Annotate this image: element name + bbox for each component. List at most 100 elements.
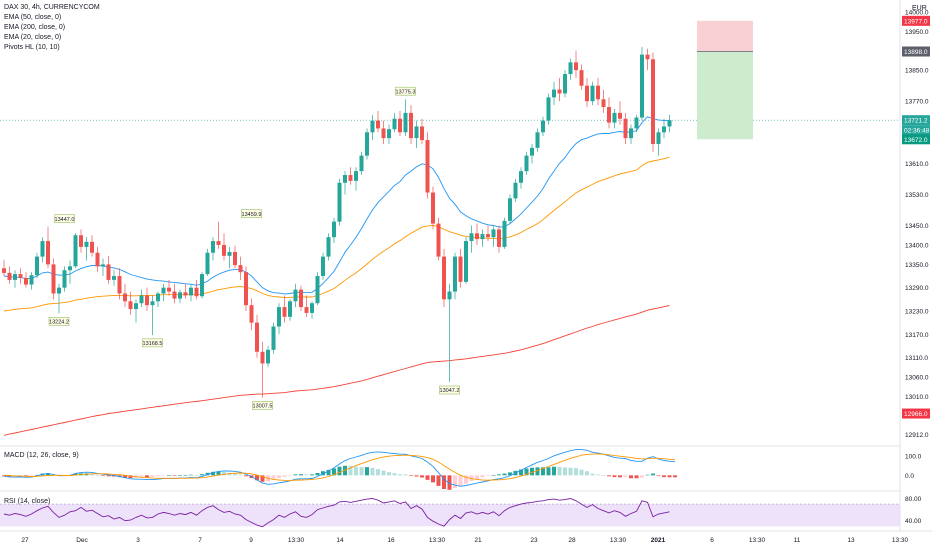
candle-body: [612, 112, 617, 123]
time-axis-label: 2021: [651, 537, 666, 544]
macd-histogram-bar: [337, 466, 342, 476]
legend-ema20[interactable]: EMA (20, close, 0): [4, 34, 62, 41]
macd-histogram-bar: [73, 473, 78, 476]
candle-body: [310, 303, 314, 313]
macd-histogram-bar: [629, 475, 633, 479]
macd-histogram-bar: [535, 467, 540, 476]
chart-legend[interactable]: DAX 30, 4h, CURRENCYCOM EMA (50, close, …: [4, 3, 100, 53]
candle-body: [68, 266, 72, 271]
candle-body: [618, 112, 622, 119]
time-axis-label: 13:30: [429, 537, 446, 544]
price-badge-timer[interactable]: [902, 125, 930, 136]
legend-ema50[interactable]: EMA (50, close, 0): [4, 14, 62, 21]
candle-body: [315, 276, 320, 304]
macd-histogram-bar: [420, 475, 424, 478]
time-axis-label: 21: [474, 537, 482, 544]
macd-histogram-bar: [299, 474, 303, 476]
pivot-label: 13224.2: [49, 319, 69, 325]
ema20-line: [3, 116, 670, 295]
time-axis-label: 13: [847, 537, 855, 544]
candle-body: [40, 241, 45, 257]
macd-histogram-bar: [530, 467, 534, 476]
candle-body: [425, 140, 430, 193]
macd-histogram-bar: [662, 475, 666, 478]
macd-histogram-bar: [35, 474, 39, 476]
take-profit-zone[interactable]: [697, 51, 753, 140]
candle-body: [398, 118, 402, 133]
candle-body: [222, 244, 226, 256]
macd-histogram-bar: [546, 467, 551, 476]
time-axis-label: 9: [249, 537, 253, 544]
candle-body: [337, 182, 342, 222]
macd-signal-line: [3, 453, 676, 482]
macd-histogram-bar: [222, 472, 226, 476]
macd-histogram-bar: [667, 475, 672, 478]
candle-body: [486, 234, 490, 238]
macd-histogram-bar: [167, 475, 171, 476]
candle-body: [57, 287, 61, 294]
candle-body: [299, 289, 303, 308]
candle-body: [51, 264, 56, 294]
legend-ema200[interactable]: EMA (200, close, 0): [4, 24, 66, 31]
candle-body: [453, 256, 457, 292]
candle-body: [414, 126, 419, 139]
candle-body: [508, 198, 512, 221]
time-axis-label: 6: [710, 537, 714, 544]
rsi-pane-label[interactable]: RSI (14, close): [4, 498, 51, 505]
macd-histogram-bar: [189, 474, 193, 476]
candle-body: [590, 85, 595, 102]
candle-body: [29, 275, 34, 285]
candle-body: [381, 128, 386, 139]
pivot-label: 13775.3: [396, 89, 416, 95]
time-axis-label: Dec: [76, 537, 88, 544]
time-axis-label: 28: [568, 537, 576, 544]
macd-histogram-bar: [612, 475, 617, 478]
macd-histogram-bar: [315, 472, 320, 476]
macd-histogram-bar: [128, 475, 133, 479]
macd-histogram-bar: [255, 475, 259, 481]
macd-histogram-bar: [524, 468, 529, 476]
candle-body: [662, 126, 666, 133]
price-badge-stop[interactable]: [902, 15, 930, 26]
macd-pane-label[interactable]: MACD (12, 26, close, 9): [4, 452, 79, 459]
symbol-title[interactable]: DAX 30, 4h, CURRENCYCOM: [4, 4, 100, 11]
rsi-tick-label: 40.00: [905, 518, 922, 525]
candle-body: [403, 112, 408, 133]
candle-body: [519, 171, 523, 183]
candle-body: [343, 175, 347, 183]
pivot-label: 13168.5: [143, 341, 163, 347]
stop-loss-zone[interactable]: [697, 20, 753, 52]
time-axis-label: 13:30: [610, 537, 627, 544]
price-badge-last[interactable]: [902, 115, 930, 126]
pivot-label: 13007.5: [253, 404, 273, 410]
rsi-band: [0, 504, 900, 527]
macd-histogram-bar: [442, 475, 446, 489]
price-badge-ema200[interactable]: [902, 408, 930, 419]
price-tick-label: 13770.0: [905, 99, 929, 106]
macd-histogram-bar: [106, 475, 111, 477]
legend-pivots[interactable]: Pivots HL (10, 10): [4, 44, 60, 51]
candle-body: [172, 291, 177, 299]
price-badge-entry[interactable]: [902, 46, 930, 57]
macd-histogram-bar: [332, 468, 336, 476]
candle-body: [370, 120, 375, 133]
currency-label[interactable]: EUR: [912, 5, 927, 12]
macd-histogram-bar: [519, 469, 523, 476]
macd-histogram-bar: [304, 474, 309, 476]
macd-histogram-bar: [387, 472, 391, 476]
price-tick-label: 13530.0: [905, 192, 929, 199]
candle-body: [667, 120, 672, 127]
candle-body: [145, 295, 149, 306]
candle-body: [469, 233, 474, 242]
macd-histogram-bar: [238, 474, 243, 476]
candle-body: [189, 287, 193, 296]
pivot-label-box: [54, 214, 75, 223]
candle-body: [282, 307, 287, 317]
price-badge-target[interactable]: [902, 134, 930, 145]
candle-body: [656, 132, 661, 144]
candle-body: [7, 272, 12, 280]
candle-body: [150, 301, 155, 306]
macd-histogram-bar: [563, 467, 567, 476]
macd-histogram-bar: [244, 475, 248, 477]
